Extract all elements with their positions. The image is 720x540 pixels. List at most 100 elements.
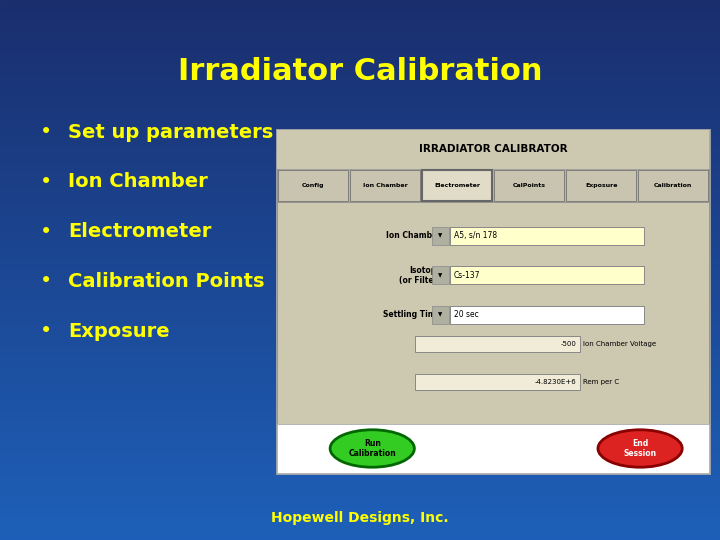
- Text: 20 sec: 20 sec: [454, 310, 479, 319]
- Bar: [0, 111, 720, 113]
- Bar: [0, 440, 720, 443]
- Text: IRRADIATOR CALIBRATOR: IRRADIATOR CALIBRATOR: [419, 144, 567, 154]
- Bar: [0, 19, 720, 22]
- Bar: [0, 213, 720, 216]
- Bar: [0, 513, 720, 516]
- Text: Exposure: Exposure: [585, 183, 618, 188]
- Text: Hopewell Designs, Inc.: Hopewell Designs, Inc.: [271, 511, 449, 525]
- Bar: [0, 535, 720, 537]
- Bar: [0, 162, 720, 165]
- Bar: [0, 11, 720, 14]
- Bar: [0, 394, 720, 397]
- Bar: [0, 308, 720, 310]
- Bar: [0, 38, 720, 40]
- Bar: [0, 289, 720, 292]
- Bar: [0, 3, 720, 5]
- Bar: [0, 159, 720, 162]
- Bar: [0, 227, 720, 229]
- Bar: [0, 73, 720, 76]
- Bar: [0, 489, 720, 491]
- Bar: [0, 494, 720, 497]
- Bar: [0, 338, 720, 340]
- Text: Settling Time: Settling Time: [384, 310, 441, 319]
- Bar: [0, 100, 720, 103]
- FancyBboxPatch shape: [450, 227, 644, 245]
- Bar: [0, 240, 720, 243]
- Bar: [0, 343, 720, 346]
- Bar: [0, 0, 720, 3]
- Bar: [0, 451, 720, 454]
- Bar: [0, 154, 720, 157]
- Bar: [0, 294, 720, 297]
- Bar: [0, 167, 720, 170]
- Bar: [0, 389, 720, 392]
- FancyBboxPatch shape: [432, 266, 449, 285]
- Bar: [0, 381, 720, 383]
- Bar: [0, 265, 720, 267]
- Bar: [0, 275, 720, 278]
- Bar: [0, 108, 720, 111]
- Bar: [0, 354, 720, 356]
- Bar: [0, 448, 720, 451]
- FancyBboxPatch shape: [566, 170, 636, 200]
- Bar: [0, 132, 720, 135]
- Bar: [0, 143, 720, 146]
- Bar: [0, 421, 720, 424]
- Bar: [0, 346, 720, 348]
- Bar: [0, 16, 720, 19]
- Bar: [0, 521, 720, 524]
- Bar: [0, 54, 720, 57]
- Bar: [0, 46, 720, 49]
- Bar: [0, 508, 720, 510]
- Bar: [0, 497, 720, 500]
- Bar: [0, 400, 720, 402]
- FancyBboxPatch shape: [415, 336, 580, 352]
- Bar: [0, 505, 720, 508]
- Bar: [0, 483, 720, 486]
- Bar: [0, 105, 720, 108]
- FancyBboxPatch shape: [494, 170, 564, 200]
- Bar: [0, 327, 720, 329]
- Text: Electrometer: Electrometer: [68, 222, 212, 241]
- Text: •: •: [40, 271, 52, 292]
- Bar: [0, 178, 720, 181]
- Bar: [0, 235, 720, 238]
- Text: End
Session: End Session: [624, 439, 657, 458]
- Bar: [0, 292, 720, 294]
- Bar: [0, 8, 720, 11]
- Text: •: •: [40, 122, 52, 143]
- Bar: [0, 165, 720, 167]
- Bar: [0, 81, 720, 84]
- Text: Cs-137: Cs-137: [454, 271, 480, 280]
- Bar: [0, 189, 720, 192]
- Bar: [0, 267, 720, 270]
- FancyBboxPatch shape: [277, 424, 709, 472]
- Bar: [0, 370, 720, 373]
- Bar: [0, 362, 720, 364]
- FancyBboxPatch shape: [432, 306, 449, 324]
- Bar: [0, 405, 720, 408]
- Bar: [0, 103, 720, 105]
- Text: Ion Chamber: Ion Chamber: [386, 232, 441, 240]
- Bar: [0, 432, 720, 435]
- FancyBboxPatch shape: [277, 130, 709, 472]
- Bar: [0, 518, 720, 521]
- Text: •: •: [40, 321, 52, 341]
- Bar: [0, 321, 720, 324]
- Bar: [0, 262, 720, 265]
- Bar: [0, 151, 720, 154]
- Bar: [0, 478, 720, 481]
- Bar: [0, 270, 720, 273]
- Bar: [0, 62, 720, 65]
- Bar: [0, 359, 720, 362]
- Bar: [0, 364, 720, 367]
- FancyBboxPatch shape: [422, 170, 492, 200]
- Bar: [0, 286, 720, 289]
- Bar: [0, 246, 720, 248]
- Bar: [0, 205, 720, 208]
- Text: (or Filter): (or Filter): [400, 276, 441, 285]
- Bar: [0, 459, 720, 462]
- FancyBboxPatch shape: [277, 169, 709, 201]
- Bar: [0, 316, 720, 319]
- FancyBboxPatch shape: [450, 306, 644, 324]
